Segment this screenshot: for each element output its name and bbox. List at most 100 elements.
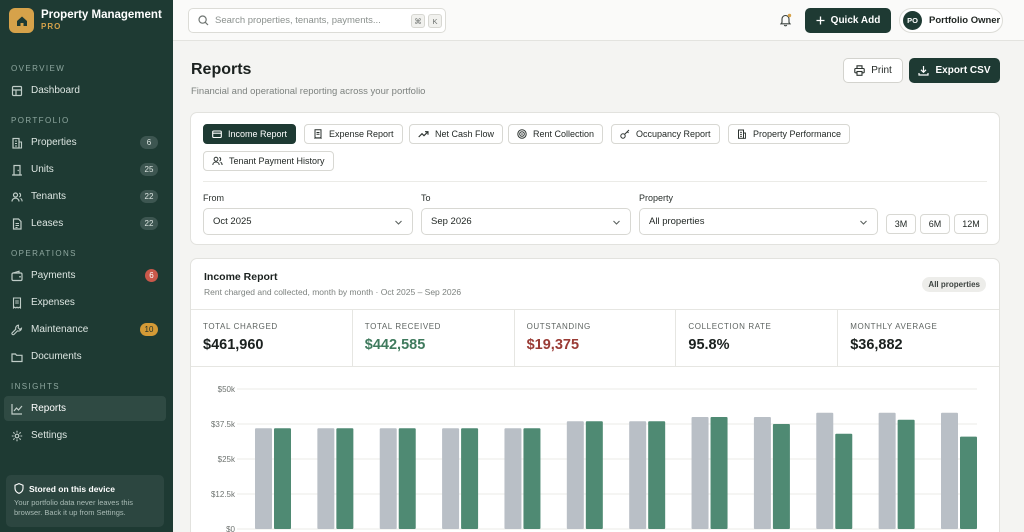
range-6m-button[interactable]: 6M	[920, 214, 950, 234]
property-select[interactable]: All properties	[639, 208, 878, 235]
tab-label: Property Performance	[753, 129, 842, 139]
tab-net-cash-flow[interactable]: Net Cash Flow	[409, 124, 504, 144]
sidebar-item-leases[interactable]: Leases 22	[4, 211, 166, 236]
tab-rent-collection[interactable]: Rent Collection	[508, 124, 604, 144]
sidebar-item-documents[interactable]: Documents	[4, 344, 166, 369]
bar-charged[interactable]	[691, 417, 709, 529]
bar-received[interactable]	[398, 428, 416, 529]
app-tier: PRO	[41, 22, 62, 31]
bar-received[interactable]	[772, 424, 790, 529]
folder-icon	[11, 352, 23, 362]
bar-received[interactable]	[835, 433, 853, 529]
bar-charged[interactable]	[566, 421, 584, 529]
sidebar-item-dashboard[interactable]: Dashboard	[4, 78, 166, 103]
bar-charged[interactable]	[255, 428, 272, 529]
tab-label: Tenant Payment History	[229, 156, 325, 166]
sidebar-item-settings[interactable]: Settings	[4, 423, 166, 448]
trend-up-icon	[418, 131, 429, 138]
brand[interactable]: Property Management PRO	[9, 8, 162, 33]
shortcut-key-cmd: ⌘	[411, 14, 425, 28]
bar-charged[interactable]	[504, 428, 522, 529]
user-menu[interactable]: PO Portfolio Owner	[899, 8, 1003, 33]
export-csv-button[interactable]: Export CSV	[909, 58, 1000, 83]
tab-expense-report[interactable]: Expense Report	[304, 124, 403, 144]
property-label: Property	[639, 193, 674, 203]
sidebar-item-label: Documents	[31, 351, 82, 362]
bar-received[interactable]	[585, 421, 603, 529]
sidebar-item-tenants[interactable]: Tenants 22	[4, 184, 166, 209]
sidebar-item-label: Dashboard	[31, 85, 80, 96]
count-badge: 6	[145, 269, 158, 282]
sidebar-item-maintenance[interactable]: Maintenance 10	[4, 317, 166, 342]
range-12m-button[interactable]: 12M	[954, 214, 988, 234]
notifications-bell-icon[interactable]	[779, 13, 792, 27]
stat-value: $442,585	[364, 337, 426, 353]
bar-charged[interactable]	[379, 428, 397, 529]
bar-charged[interactable]	[442, 428, 460, 529]
bar-received[interactable]	[960, 436, 977, 529]
y-tick-label: $25k	[218, 455, 236, 464]
app-name: Property Management	[41, 9, 162, 21]
stat-value: $36,882	[850, 337, 903, 353]
tab-label: Income Report	[228, 129, 288, 139]
section-insights: INSIGHTS	[11, 382, 60, 391]
users-icon	[11, 191, 23, 202]
stat-monthly-average: MONTHLY AVERAGE $36,882	[838, 310, 999, 366]
sidebar-item-units[interactable]: Units 25	[4, 157, 166, 182]
bar-received[interactable]	[648, 421, 666, 529]
property-value: All properties	[649, 216, 705, 227]
bar-received[interactable]	[274, 428, 291, 529]
bar-received[interactable]	[461, 428, 479, 529]
printer-icon	[854, 65, 865, 76]
from-label: From	[203, 193, 224, 203]
bar-charged[interactable]	[317, 428, 335, 529]
bar-charged[interactable]	[816, 412, 834, 529]
search-placeholder: Search properties, tenants, payments...	[215, 15, 381, 26]
tab-income-report[interactable]: Income Report	[203, 124, 297, 144]
bar-received[interactable]	[523, 428, 541, 529]
quick-add-button[interactable]: Quick Add	[805, 8, 891, 33]
tab-label: Net Cash Flow	[435, 129, 495, 139]
print-button[interactable]: Print	[843, 58, 903, 83]
sidebar-item-reports[interactable]: Reports	[4, 396, 166, 421]
bar-received[interactable]	[897, 419, 915, 529]
tab-tenant-payment-history[interactable]: Tenant Payment History	[203, 151, 334, 171]
bar-received[interactable]	[710, 417, 728, 529]
range-3m-button[interactable]: 3M	[886, 214, 916, 234]
y-tick-label: $50k	[218, 385, 236, 394]
section-operations: OPERATIONS	[11, 249, 77, 258]
bar-received[interactable]	[336, 428, 354, 529]
tab-occupancy-report[interactable]: Occupancy Report	[611, 124, 720, 144]
sidebar-item-payments[interactable]: Payments 6	[4, 263, 166, 288]
bar-charged[interactable]	[941, 412, 958, 529]
tab-property-performance[interactable]: Property Performance	[728, 124, 851, 144]
search-input[interactable]: Search properties, tenants, payments... …	[188, 8, 446, 33]
stat-label: MONTHLY AVERAGE	[850, 322, 938, 331]
door-icon	[12, 164, 22, 176]
sidebar-item-expenses[interactable]: Expenses	[4, 290, 166, 315]
device-note-line: Your portfolio data never leaves this	[14, 498, 133, 507]
sidebar-item-label: Settings	[31, 430, 68, 441]
tab-label: Occupancy Report	[636, 129, 711, 139]
from-select[interactable]: Oct 2025	[203, 208, 413, 235]
target-icon	[517, 129, 527, 139]
sidebar-item-label: Maintenance	[31, 324, 89, 335]
sidebar: Property Management PRO OVERVIEW Dashboa…	[0, 0, 173, 532]
stat-label: COLLECTION RATE	[688, 322, 772, 331]
plus-icon	[816, 16, 825, 25]
wrench-icon	[11, 324, 23, 335]
bar-charged[interactable]	[753, 417, 771, 529]
bar-charged[interactable]	[629, 421, 647, 529]
section-portfolio: PORTFOLIO	[11, 116, 70, 125]
income-icon	[212, 130, 222, 139]
to-select[interactable]: Sep 2026	[421, 208, 631, 235]
bar-charged[interactable]	[878, 412, 896, 529]
building-icon	[12, 137, 23, 149]
stat-label: TOTAL CHARGED	[203, 322, 278, 331]
sidebar-item-label: Reports	[31, 403, 67, 414]
tab-label: Expense Report	[329, 129, 394, 139]
chevron-down-icon	[395, 220, 402, 225]
y-tick-label: $12.5k	[211, 490, 236, 499]
scrollbar-track[interactable]	[1018, 41, 1024, 532]
sidebar-item-properties[interactable]: Properties 6	[4, 130, 166, 155]
